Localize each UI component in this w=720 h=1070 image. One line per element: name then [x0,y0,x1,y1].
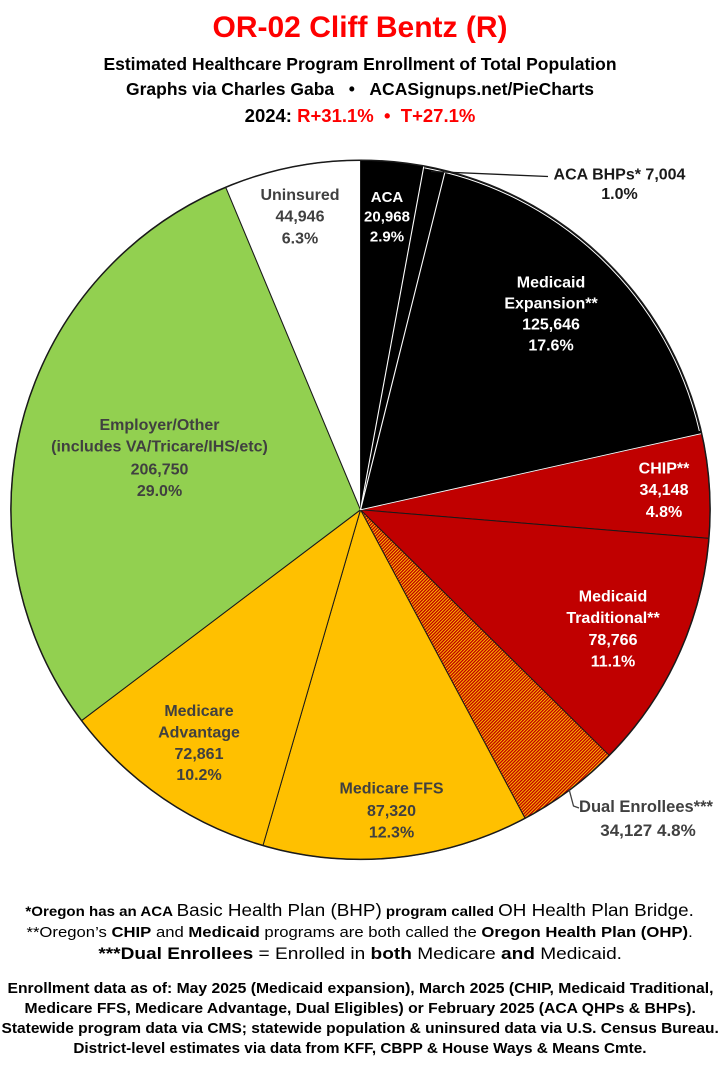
svg-text:1.0%: 1.0% [601,186,637,203]
svg-text:34,148: 34,148 [640,482,689,499]
svg-text:206,750: 206,750 [131,462,189,479]
svg-text:CHIP**: CHIP** [639,461,690,478]
svg-text:Medicaid: Medicaid [579,589,647,606]
svg-text:72,861: 72,861 [175,746,224,763]
svg-text:Traditional**: Traditional** [566,610,660,627]
svg-text:125,646: 125,646 [522,317,580,334]
svg-text:Advantage: Advantage [158,725,240,742]
svg-text:2.9%: 2.9% [370,228,404,245]
svg-text:Uninsured: Uninsured [260,187,339,204]
svg-text:44,946: 44,946 [276,209,325,226]
svg-text:10.2%: 10.2% [176,767,221,784]
svg-text:20,968: 20,968 [364,209,410,226]
svg-text:Medicaid: Medicaid [517,274,585,291]
svg-text:ACA: ACA [371,189,404,206]
svg-text:Medicare: Medicare [164,703,233,720]
svg-text:4.8%: 4.8% [646,504,682,521]
svg-text:Employer/Other: Employer/Other [99,417,219,434]
svg-text:78,766: 78,766 [589,632,638,649]
svg-text:29.0%: 29.0% [137,483,182,500]
svg-text:87,320: 87,320 [367,803,416,820]
svg-text:34,127 4.8%: 34,127 4.8% [600,821,695,840]
svg-text:Medicare FFS: Medicare FFS [339,781,443,798]
svg-text:ACA BHPs* 7,004: ACA BHPs* 7,004 [554,167,686,184]
svg-text:12.3%: 12.3% [369,824,414,841]
svg-text:Dual Enrollees***: Dual Enrollees*** [579,798,713,816]
svg-text:Expansion**: Expansion** [504,296,598,313]
svg-text:11.1%: 11.1% [591,653,635,670]
svg-text:(includes VA/Tricare/IHS/etc): (includes VA/Tricare/IHS/etc) [51,439,268,456]
svg-text:17.6%: 17.6% [528,338,573,355]
svg-text:6.3%: 6.3% [282,230,318,247]
